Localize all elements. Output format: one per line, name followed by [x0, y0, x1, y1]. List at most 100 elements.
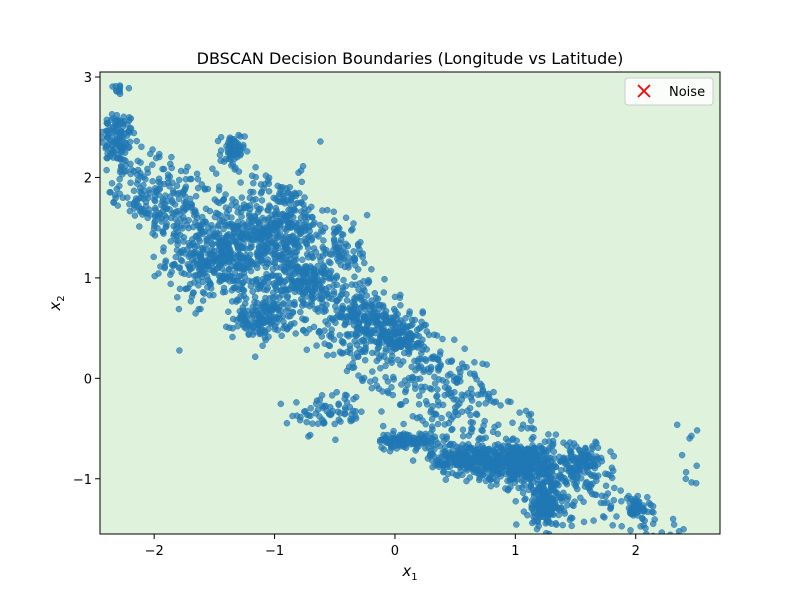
data-point	[340, 350, 346, 356]
data-point	[671, 576, 677, 582]
data-point	[416, 401, 422, 407]
data-point	[548, 463, 554, 469]
data-point	[419, 387, 425, 393]
data-point	[257, 316, 263, 322]
data-point	[120, 146, 126, 152]
data-point	[627, 511, 633, 517]
data-point	[429, 386, 435, 392]
data-point	[403, 398, 409, 404]
data-point	[246, 331, 252, 337]
data-point	[330, 352, 336, 358]
data-point	[469, 398, 475, 404]
data-point	[423, 421, 429, 427]
data-point	[127, 139, 133, 145]
data-point	[332, 303, 338, 309]
data-point	[414, 445, 420, 451]
data-point	[310, 295, 316, 301]
data-point	[600, 513, 606, 519]
data-point	[285, 190, 291, 196]
data-point	[581, 519, 587, 525]
data-point	[674, 586, 680, 592]
data-point	[293, 399, 299, 405]
data-point	[532, 451, 538, 457]
data-point	[400, 358, 406, 364]
data-point	[173, 254, 179, 260]
data-point	[113, 118, 119, 124]
data-point	[417, 376, 423, 382]
data-point	[593, 492, 599, 498]
data-point	[321, 309, 327, 315]
data-point	[152, 214, 158, 220]
data-point	[410, 458, 416, 464]
data-point	[369, 350, 375, 356]
data-point	[679, 452, 685, 458]
data-point	[272, 324, 278, 330]
data-point	[304, 347, 310, 353]
data-point	[252, 229, 258, 235]
data-point	[447, 464, 453, 470]
data-point	[683, 476, 689, 482]
data-point	[575, 474, 581, 480]
data-point	[663, 573, 669, 579]
data-point	[460, 433, 466, 439]
data-point	[168, 154, 174, 160]
y-tick-label: 3	[84, 71, 92, 86]
data-point	[577, 467, 583, 473]
data-point	[293, 331, 299, 337]
data-point	[308, 405, 314, 411]
data-point	[331, 209, 337, 215]
data-point	[573, 483, 579, 489]
data-point	[618, 498, 624, 504]
data-point	[510, 436, 516, 442]
data-point	[284, 420, 290, 426]
data-point	[202, 187, 208, 193]
data-point	[361, 314, 367, 320]
data-point	[179, 270, 185, 276]
data-point	[358, 409, 364, 415]
data-point	[298, 283, 304, 289]
data-point	[390, 392, 396, 398]
data-point	[197, 225, 203, 231]
data-point	[285, 325, 291, 331]
data-point	[561, 455, 567, 461]
data-point	[476, 401, 482, 407]
data-point	[589, 443, 595, 449]
data-point	[313, 401, 319, 407]
data-point	[213, 171, 219, 177]
data-point	[577, 495, 583, 501]
data-point	[250, 180, 256, 186]
data-point	[636, 572, 642, 578]
data-point	[237, 308, 243, 314]
data-point	[372, 290, 378, 296]
data-point	[233, 226, 239, 232]
data-point	[458, 461, 464, 467]
data-point	[480, 457, 486, 463]
data-point	[401, 421, 407, 427]
data-point	[273, 205, 279, 211]
data-point	[451, 374, 457, 380]
data-point	[204, 241, 210, 247]
data-point	[645, 565, 651, 571]
data-point	[246, 255, 252, 261]
data-point	[536, 485, 542, 491]
data-point	[423, 322, 429, 328]
data-point	[315, 407, 321, 413]
data-point	[229, 202, 235, 208]
x-tick-label: 2	[632, 544, 640, 559]
data-point	[689, 479, 695, 485]
data-point	[562, 511, 568, 517]
data-point	[428, 409, 434, 415]
data-point	[617, 556, 623, 562]
data-point	[442, 384, 448, 390]
data-point	[288, 264, 294, 270]
data-point	[465, 441, 471, 447]
data-point	[163, 260, 169, 266]
data-point	[270, 251, 276, 257]
data-point	[702, 593, 708, 599]
data-point	[522, 496, 528, 502]
data-point	[448, 451, 454, 457]
